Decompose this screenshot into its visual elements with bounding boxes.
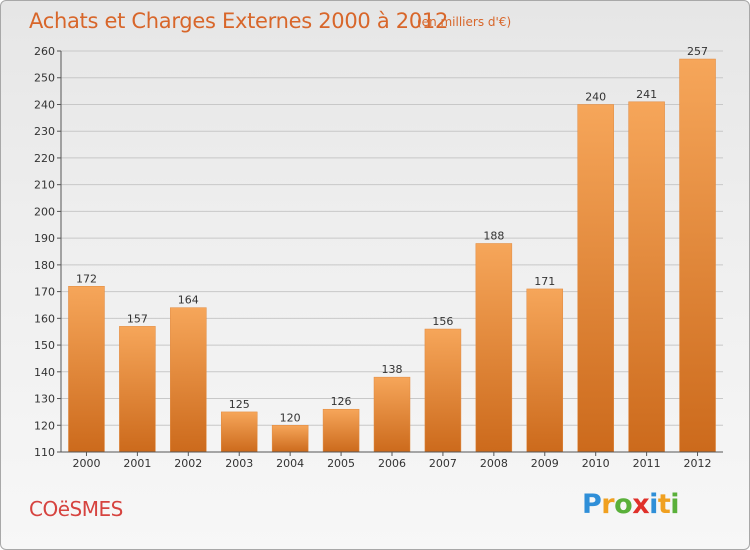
- bar: [373, 376, 411, 453]
- logo-letter: t: [657, 489, 671, 520]
- y-tick-label: 120: [34, 419, 55, 432]
- data-label: 171: [534, 275, 555, 288]
- chart-title: Achats et Charges Externes 2000 à 2012: [29, 9, 449, 33]
- x-tick-label: 2001: [123, 457, 151, 470]
- x-tick-label: 2003: [225, 457, 253, 470]
- data-label: 126: [331, 395, 352, 408]
- x-tick-label: 2002: [174, 457, 202, 470]
- x-tick-labels: 2000 2001 2002 2003 2004 2005 2006 2007 2008 2009…: [72, 452, 712, 470]
- y-tick-label: 170: [34, 286, 55, 299]
- data-label: 172: [76, 272, 97, 285]
- x-tick-label: 2011: [633, 457, 661, 470]
- y-tick-label: 150: [34, 339, 55, 352]
- data-label: 138: [382, 363, 403, 376]
- x-tick-label: 2012: [684, 457, 712, 470]
- data-label: 240: [585, 90, 606, 103]
- x-tick-label: 2000: [72, 457, 100, 470]
- bar: [628, 101, 665, 453]
- data-label: 164: [178, 294, 199, 307]
- x-tick-label: 2009: [531, 457, 559, 470]
- y-tick-label: 230: [34, 125, 55, 138]
- commune-name: COëSMES: [29, 497, 123, 521]
- logo-letter: r: [601, 489, 615, 520]
- proxiti-logo[interactable]: Proxiti: [582, 489, 680, 520]
- bar: [170, 307, 207, 453]
- bars: [68, 58, 716, 453]
- y-tick-labels: 110 120 130 140 150 160 170 180 190 200 210 220 230 2…: [34, 45, 55, 459]
- bar: [679, 58, 716, 453]
- y-tick-label: 190: [34, 232, 55, 245]
- data-label: 157: [127, 312, 148, 325]
- y-tick-label: 140: [34, 366, 55, 379]
- logo-letter: o: [614, 489, 633, 520]
- bar: [526, 288, 564, 453]
- x-tick-label: 2007: [429, 457, 457, 470]
- y-tick-label: 210: [34, 179, 55, 192]
- bar: [424, 328, 462, 453]
- logo-letter: i: [670, 489, 680, 520]
- x-tick-label: 2010: [582, 457, 610, 470]
- bar: [119, 326, 156, 453]
- data-label: 188: [483, 229, 504, 242]
- data-label: 156: [432, 315, 453, 328]
- logo-letter: x: [632, 489, 650, 520]
- y-tick-label: 250: [34, 72, 55, 85]
- x-tick-label: 2005: [327, 457, 355, 470]
- data-label: 120: [280, 411, 301, 424]
- data-label: 257: [687, 45, 708, 58]
- bar: [577, 104, 614, 453]
- bar: [271, 425, 309, 453]
- logo-letter: P: [582, 489, 602, 520]
- y-tick-label: 240: [34, 98, 55, 111]
- bar: [68, 286, 105, 453]
- y-tick-label: 260: [34, 45, 55, 58]
- bar: [220, 411, 258, 453]
- chart-subtitle: (en milliers d'€): [417, 15, 512, 29]
- x-tick-label: 2008: [480, 457, 508, 470]
- logo-letter: i: [649, 489, 658, 520]
- y-tick-label: 180: [34, 259, 55, 272]
- data-label: 125: [229, 398, 250, 411]
- y-tick-label: 110: [34, 446, 55, 459]
- bar: [322, 408, 360, 453]
- y-tick-label: 160: [34, 312, 55, 325]
- data-labels: 172 157 164 125 120 126 138 156 188 171 240 241 257: [76, 45, 708, 424]
- bar: [475, 243, 513, 453]
- data-label: 241: [636, 88, 657, 101]
- y-tick-label: 200: [34, 205, 55, 218]
- y-tick-label: 130: [34, 393, 55, 406]
- x-tick-label: 2004: [276, 457, 304, 470]
- y-tick-label: 220: [34, 152, 55, 165]
- x-tick-label: 2006: [378, 457, 406, 470]
